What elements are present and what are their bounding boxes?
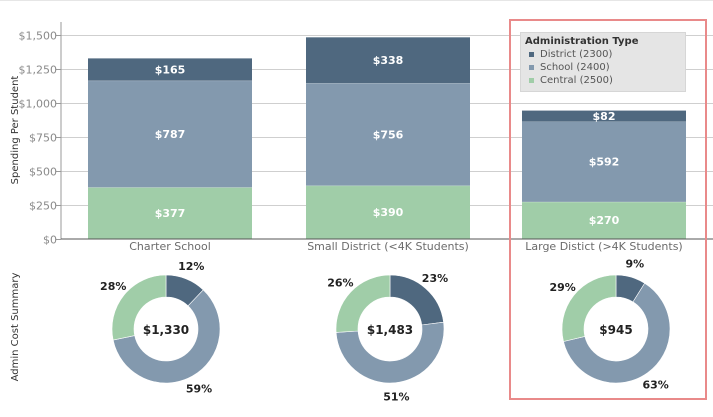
bar-segment[interactable] bbox=[522, 121, 686, 202]
y-tick-label: $0 bbox=[43, 234, 57, 247]
bar-value-label: $165 bbox=[155, 63, 186, 76]
donut-slice[interactable] bbox=[561, 274, 617, 342]
donut-percent-label: 63% bbox=[642, 378, 668, 391]
legend-swatch-central bbox=[529, 78, 534, 83]
donut-total-label: $1,483 bbox=[367, 323, 413, 337]
legend-item-school[interactable]: School (2400) bbox=[525, 61, 681, 74]
legend-item-district[interactable]: District (2300) bbox=[525, 48, 681, 61]
donut-chart[interactable]: 9% 63% 29% $945 bbox=[549, 258, 671, 392]
y-tick-label: $1,250 bbox=[19, 64, 58, 77]
stacked-bars: $377 $787 $165 $390 $756 $338 $270 $592 $82 bbox=[88, 36, 686, 239]
bar-stack[interactable]: $377 $787 $165 bbox=[88, 57, 252, 239]
bar-segment[interactable] bbox=[88, 187, 252, 239]
donut-percent-label: 29% bbox=[549, 281, 575, 294]
donut-total-label: $945 bbox=[599, 323, 632, 337]
y-axis-ticks: $0 $250 $500 $750 $1,000 $1,250 $1,500 bbox=[19, 30, 61, 247]
bar-value-label: $592 bbox=[589, 156, 620, 169]
y-tick-label: $1,000 bbox=[19, 98, 58, 111]
y-tick-label: $1,500 bbox=[19, 30, 58, 43]
donut-slice[interactable] bbox=[335, 274, 391, 333]
donut-percent-label: 23% bbox=[422, 272, 448, 285]
donut-total-label: $1,330 bbox=[143, 323, 189, 337]
bar-value-label: $82 bbox=[593, 110, 616, 123]
category-label: Small District (<4K Students) bbox=[307, 240, 469, 253]
bar-segment[interactable] bbox=[88, 80, 252, 188]
bar-value-label: $787 bbox=[155, 128, 186, 141]
bar-segment[interactable] bbox=[306, 83, 470, 186]
donut-percent-label: 26% bbox=[327, 276, 353, 289]
bar-value-label: $390 bbox=[373, 206, 404, 219]
donut-percent-label: 51% bbox=[383, 391, 409, 404]
category-label: Large Distict (>4K Students) bbox=[525, 240, 682, 253]
legend-label: Central (2500) bbox=[540, 75, 613, 86]
donut-axis-title: Admin Cost Summary bbox=[10, 273, 21, 382]
donut-slice[interactable] bbox=[335, 321, 445, 384]
legend-label: School (2400) bbox=[540, 62, 610, 73]
legend-title: Administration Type bbox=[525, 36, 639, 47]
legend-swatch-school bbox=[529, 65, 534, 70]
legend-swatch-district bbox=[529, 52, 534, 57]
bar-value-label: $377 bbox=[155, 207, 186, 220]
donut-slice[interactable] bbox=[111, 274, 167, 341]
legend-item-central[interactable]: Central (2500) bbox=[525, 74, 681, 87]
top-border bbox=[0, 0, 713, 1]
donut-chart[interactable]: 23% 51% 26% $1,483 bbox=[327, 272, 448, 404]
y-tick-label: $500 bbox=[29, 166, 57, 179]
legend-label: District (2300) bbox=[540, 49, 613, 60]
legend[interactable]: Administration Type District (2300) Scho… bbox=[520, 32, 686, 92]
category-labels: Charter School Small District (<4K Studen… bbox=[129, 240, 683, 253]
donut-percent-label: 12% bbox=[178, 260, 204, 273]
bar-segment[interactable] bbox=[522, 110, 686, 122]
bar-value-label: $338 bbox=[373, 54, 404, 67]
donut-percent-label: 28% bbox=[100, 280, 126, 293]
bar-segment[interactable] bbox=[306, 185, 470, 239]
bar-stack[interactable]: $390 $756 $338 bbox=[306, 36, 470, 239]
category-label: Charter School bbox=[129, 240, 211, 253]
bar-value-label: $756 bbox=[373, 128, 404, 141]
y-tick-label: $250 bbox=[29, 200, 57, 213]
y-tick-label: $750 bbox=[29, 132, 57, 145]
donut-percent-label: 59% bbox=[186, 382, 212, 395]
donut-slice[interactable] bbox=[563, 282, 671, 384]
donut-chart[interactable]: 12% 59% 28% $1,330 bbox=[100, 260, 221, 396]
bar-value-label: $270 bbox=[589, 214, 620, 227]
bar-stack[interactable]: $270 $592 $82 bbox=[522, 109, 686, 239]
donut-percent-label: 9% bbox=[625, 258, 644, 271]
donut-charts: 12% 59% 28% $1,330 23% 51% 26% $1,483 9% 63% 29% $9… bbox=[100, 258, 671, 404]
y-axis-title: Spending Per Student bbox=[10, 76, 21, 185]
bar-segment[interactable] bbox=[88, 58, 252, 81]
bar-segment[interactable] bbox=[306, 37, 470, 84]
donut-slice[interactable] bbox=[112, 289, 221, 384]
bar-segment[interactable] bbox=[522, 201, 686, 239]
